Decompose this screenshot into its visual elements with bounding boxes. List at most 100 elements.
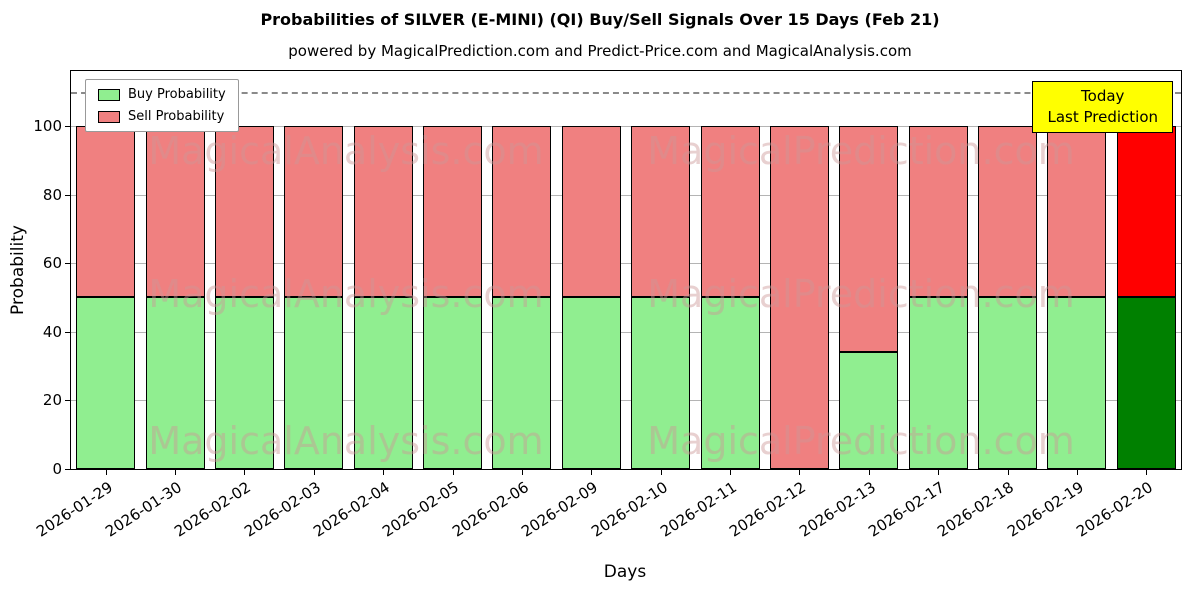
- legend-item-sell: Sell Probability: [98, 109, 226, 124]
- bar-segment-buy: [978, 297, 1038, 469]
- gridline: [71, 400, 1181, 402]
- watermark-text: MagicalPrediction.com: [647, 272, 1075, 316]
- x-tick-label: 2026-01-30: [101, 478, 185, 541]
- x-tick-mark: [521, 469, 523, 475]
- x-tick-label: 2026-02-09: [518, 478, 602, 541]
- x-tick-mark: [1007, 469, 1009, 475]
- x-tick-label: 2026-02-04: [310, 478, 393, 541]
- sell-probability-swatch: [98, 110, 120, 123]
- bar-segment-sell: [76, 125, 136, 298]
- legend-item-buy: Buy Probability: [98, 87, 226, 102]
- watermark-text: MagicalAnalysis.com: [148, 272, 544, 316]
- bar-segment-buy: [214, 297, 274, 469]
- y-tick-mark: [65, 125, 71, 127]
- x-tick-label: 2026-02-18: [934, 478, 1018, 541]
- x-tick-label: 2026-01-29: [32, 478, 116, 541]
- dashed-threshold-line: [71, 91, 1181, 94]
- legend-buy-label: Buy Probability: [128, 87, 226, 102]
- bar-segment-sell: [492, 125, 552, 298]
- x-tick-label: 2026-02-06: [448, 478, 532, 541]
- x-tick-mark: [313, 469, 315, 475]
- bar-segment-sell: [1116, 125, 1176, 298]
- bar-segment-sell: [561, 125, 621, 298]
- x-tick-label: 2026-02-19: [1003, 478, 1087, 541]
- gridline: [71, 263, 1181, 265]
- x-tick-mark: [105, 469, 107, 475]
- bar-segment-sell: [1047, 125, 1107, 298]
- x-axis-label: Days: [603, 562, 647, 582]
- x-tick-mark: [1076, 469, 1078, 475]
- x-tick-label: 2026-02-13: [795, 478, 879, 541]
- today-annotation: Today Last Prediction: [1032, 81, 1173, 133]
- x-tick-label: 2026-02-02: [171, 478, 255, 541]
- chart-subtitle: powered by MagicalPrediction.com and Pre…: [288, 42, 912, 60]
- x-tick-label: 2026-02-03: [240, 478, 324, 541]
- y-tick-label: 20: [42, 391, 62, 410]
- y-tick-mark: [65, 194, 71, 196]
- gridline: [71, 194, 1181, 196]
- gridline: [71, 125, 1181, 127]
- plot-area: Buy Probability Sell Probability Today L…: [33, 70, 1182, 541]
- bar-segment-sell: [978, 125, 1038, 298]
- y-tick-label: 0: [52, 460, 62, 478]
- x-tick-mark: [244, 469, 246, 475]
- bar-segment-sell: [769, 125, 829, 469]
- x-tick-label: 2026-02-10: [587, 478, 671, 541]
- bar-segment-buy: [700, 297, 760, 469]
- x-tick-label: 2026-02-05: [379, 478, 463, 541]
- today-annotation-line1: Today: [1081, 87, 1125, 105]
- buy-probability-swatch: [98, 88, 120, 101]
- bar-segment-sell: [700, 125, 760, 298]
- bar-segment-buy: [631, 297, 691, 469]
- bar-segment-buy: [76, 297, 136, 469]
- watermark-text: MagicalAnalysis.com: [148, 129, 544, 173]
- today-annotation-line2: Last Prediction: [1047, 108, 1158, 126]
- y-axis-label: Probability: [8, 225, 28, 315]
- bar-segment-buy: [839, 352, 899, 469]
- x-tick-mark: [383, 469, 385, 475]
- bar-segment-sell: [908, 125, 968, 298]
- x-tick-mark: [1146, 469, 1148, 475]
- bar-segment-sell: [631, 125, 691, 298]
- gridline: [71, 331, 1181, 333]
- x-tick-mark: [730, 469, 732, 475]
- bar-segment-buy: [353, 297, 413, 469]
- bar-segment-sell: [423, 125, 483, 298]
- y-tick-label: 60: [42, 254, 62, 273]
- x-tick-mark: [799, 469, 801, 475]
- x-tick-mark: [868, 469, 870, 475]
- legend-sell-label: Sell Probability: [128, 109, 225, 124]
- chart-title: Probabilities of SILVER (E-MINI) (QI) Bu…: [260, 10, 940, 29]
- x-tick-mark: [175, 469, 177, 475]
- y-tick-label: 100: [33, 116, 62, 135]
- y-tick-label: 80: [42, 185, 62, 204]
- watermark-text: MagicalAnalysis.com: [148, 419, 544, 463]
- bar-segment-sell: [145, 125, 205, 298]
- y-tick-mark: [65, 469, 71, 470]
- x-tick-label: 2026-02-17: [865, 478, 948, 541]
- bar-segment-sell: [839, 125, 899, 353]
- y-tick-mark: [65, 400, 71, 402]
- bar-segment-buy: [561, 297, 621, 469]
- y-tick-mark: [65, 263, 71, 265]
- watermark-text: MagicalPrediction.com: [647, 419, 1075, 463]
- watermark-text: MagicalPrediction.com: [647, 129, 1075, 173]
- bar-segment-sell: [353, 125, 413, 298]
- y-tick-mark: [65, 331, 71, 333]
- x-tick-label: 2026-02-12: [726, 478, 810, 541]
- y-tick-label: 40: [42, 322, 62, 341]
- bar-segment-buy: [492, 297, 552, 469]
- legend: Buy Probability Sell Probability: [85, 79, 239, 132]
- bar-segment-buy: [1047, 297, 1107, 469]
- bar-segment-sell: [284, 125, 344, 298]
- x-tick-mark: [938, 469, 940, 475]
- bar-segment-buy: [908, 297, 968, 469]
- bar-segment-buy: [423, 297, 483, 469]
- x-tick-mark: [591, 469, 593, 475]
- x-tick-mark: [660, 469, 662, 475]
- x-tick-label: 2026-02-11: [656, 478, 740, 541]
- bar-segment-buy: [145, 297, 205, 469]
- bar-segment-sell: [214, 125, 274, 298]
- x-tick-label: 2026-02-20: [1073, 478, 1157, 541]
